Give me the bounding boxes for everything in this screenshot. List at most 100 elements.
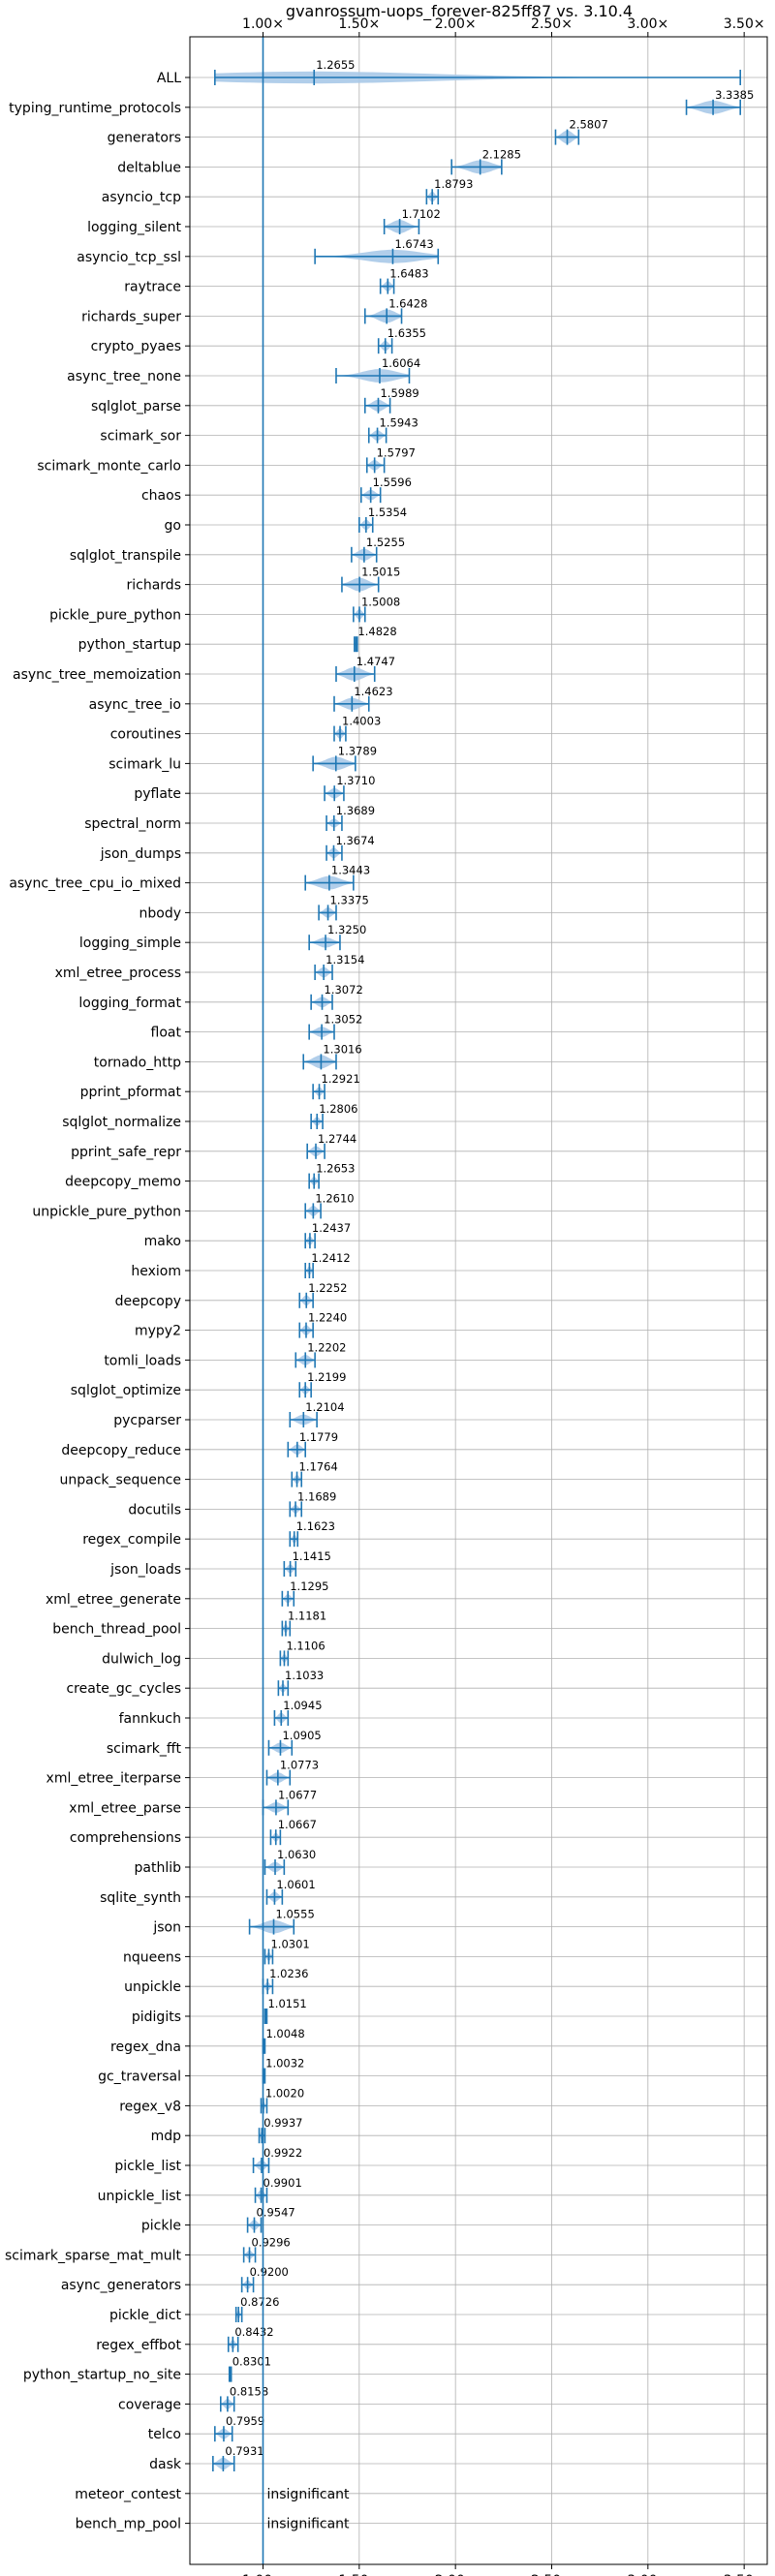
value-label: 1.5989 [380,386,418,400]
y-tick-label: async_tree_memoization [13,667,181,683]
benchmark-violin: 1.3016 [302,1042,362,1070]
y-tick-label: spectral_norm [84,816,181,832]
y-tick-label: unpickle_pure_python [32,1204,181,1219]
benchmark-violin: 1.1689 [289,1489,336,1518]
y-tick-label: xml_etree_process [55,966,181,981]
value-label: 1.6483 [389,267,428,281]
y-tick-label: pathlib [135,1860,182,1876]
benchmark-violin: 1.0773 [265,1759,319,1786]
value-label: 1.0630 [277,1848,316,1861]
benchmark-violin: 1.0048 [262,2027,305,2054]
y-tick-label: scimark_sor [100,429,181,445]
value-label: 1.6355 [388,326,426,340]
value-label: 1.3710 [336,774,375,787]
benchmark-violin: 1.1779 [287,1430,338,1457]
benchmark-violin: 1.3789 [312,744,377,772]
insignificant-label: insignificant [266,2487,350,2502]
value-label: 1.4003 [342,715,381,728]
y-tick-label: bench_thread_pool [52,1622,181,1638]
value-label: 1.5797 [377,445,416,459]
y-tick-label: pickle_pure_python [49,607,181,623]
benchmark-violin: 1.0945 [273,1699,323,1726]
benchmark-violin: 1.2806 [310,1102,357,1129]
y-tick-label: mypy2 [135,1324,181,1339]
y-tick-label: fannkuch [119,1711,181,1727]
value-label: 1.2240 [308,1311,347,1325]
x-tick-label-top: 1.00× [242,16,284,32]
benchmark-violin: 1.7102 [383,207,441,234]
value-label: 2.5807 [570,118,608,132]
y-tick-label: logging_format [78,996,181,1011]
value-label: 1.6743 [394,237,433,251]
y-tick-label: logging_silent [87,220,181,235]
y-tick-label: raytrace [124,280,181,295]
value-label: 1.0905 [282,1729,321,1742]
benchmark-violin: 1.3052 [308,1013,362,1040]
benchmark-violin: 1.4747 [335,655,395,682]
value-label: 1.2921 [322,1072,360,1086]
value-label: 1.5008 [361,595,400,608]
y-tick-label: pickle_dict [109,2308,182,2323]
benchmark-violin: 3.3385 [685,88,754,115]
y-tick-label: sqlite_synth [100,1890,181,1906]
x-tick-label-top: 2.50× [531,16,573,32]
value-label: 1.4828 [357,625,396,638]
y-tick-label: deepcopy [115,1294,181,1309]
y-tick-label: dulwich_log [102,1651,181,1667]
value-label: 1.1295 [290,1579,328,1593]
benchmark-violin: 1.0236 [262,1967,308,1995]
y-tick-label: regex_effbot [96,2338,181,2353]
benchmark-violin: 1.5943 [367,416,418,444]
value-label: 1.2199 [307,1370,346,1384]
y-tick-label: typing_runtime_protocols [9,101,181,116]
value-label: 1.0151 [267,1997,306,2010]
value-label: 1.4623 [354,685,392,698]
value-label: 1.8793 [434,177,473,191]
value-label: 0.9922 [264,2146,302,2160]
value-label: 0.9200 [250,2265,289,2279]
value-label: 1.1779 [299,1430,338,1444]
benchmark-violin: 1.1033 [277,1669,324,1697]
benchmark-violin: 1.2655 [214,58,741,85]
value-label: 1.0032 [265,2057,304,2070]
y-tick-label: coverage [118,2397,181,2412]
benchmark-violin: 1.0677 [262,1788,317,1816]
value-label: 1.3154 [326,953,364,966]
x-tick-label-top: 2.00× [435,16,477,32]
x-tick-label-bottom: 1.00× [242,2573,284,2576]
y-tick-label: python_startup [78,637,181,653]
value-label: 1.3052 [324,1013,362,1027]
benchmark-violin: 1.0555 [248,1908,315,1935]
x-tick-label-bottom: 3.00× [627,2573,668,2576]
y-tick-label: richards [127,578,182,594]
benchmark-violin: 1.2412 [304,1251,351,1278]
benchmark-violin: 1.6355 [377,326,426,354]
y-tick-label: go [165,518,181,534]
value-label: 1.0048 [265,2027,304,2040]
y-tick-label: sqlglot_optimize [71,1383,181,1398]
value-label: 1.3072 [325,983,363,997]
y-tick-label: pprint_safe_repr [71,1145,181,1160]
x-tick-label-top: 3.50× [724,16,765,32]
y-tick-label: deepcopy_reduce [61,1443,181,1458]
value-label: 1.3250 [327,923,366,936]
y-tick-label: nqueens [123,1949,181,1965]
value-label: 1.1181 [288,1610,326,1623]
benchmark-violin: 1.1415 [283,1549,331,1577]
plot-frame [189,36,768,2565]
value-label: 0.8301 [232,2355,271,2369]
benchmark-violin: 1.3710 [324,774,375,802]
benchmark-violin: 1.1295 [281,1579,328,1607]
insignificant-label: insignificant [266,2517,350,2532]
x-tick-label-bottom: 2.50× [531,2573,573,2576]
y-tick-label: json_dumps [100,846,181,862]
y-tick-label: telco [148,2427,181,2442]
y-tick-label: async_tree_none [67,369,181,384]
benchmark-violin: insignificant [266,2487,350,2502]
y-tick-label: xml_etree_generate [46,1592,181,1608]
value-label: 1.2202 [307,1340,346,1354]
y-tick-label: json_loads [109,1562,181,1578]
benchmark-violin: 1.3689 [326,804,375,831]
y-tick-label: unpack_sequence [60,1473,181,1488]
benchmark-violin: 1.5797 [365,445,416,474]
